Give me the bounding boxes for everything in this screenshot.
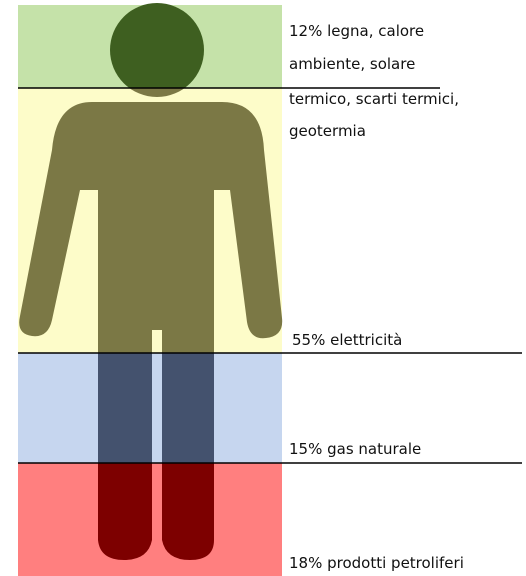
label-line: ambiente, solare xyxy=(289,55,415,73)
label-line: 15% gas naturale xyxy=(289,440,421,458)
label-line: geotermia xyxy=(289,122,366,140)
labels: 12% legna, calore ambiente, solare termi… xyxy=(289,22,464,572)
label-line: 18% prodotti petroliferi xyxy=(289,554,464,572)
label-line: termico, scarti termici, xyxy=(289,90,459,108)
label-line: 12% legna, calore xyxy=(289,22,424,40)
label-line: 55% elettricità xyxy=(292,331,402,349)
